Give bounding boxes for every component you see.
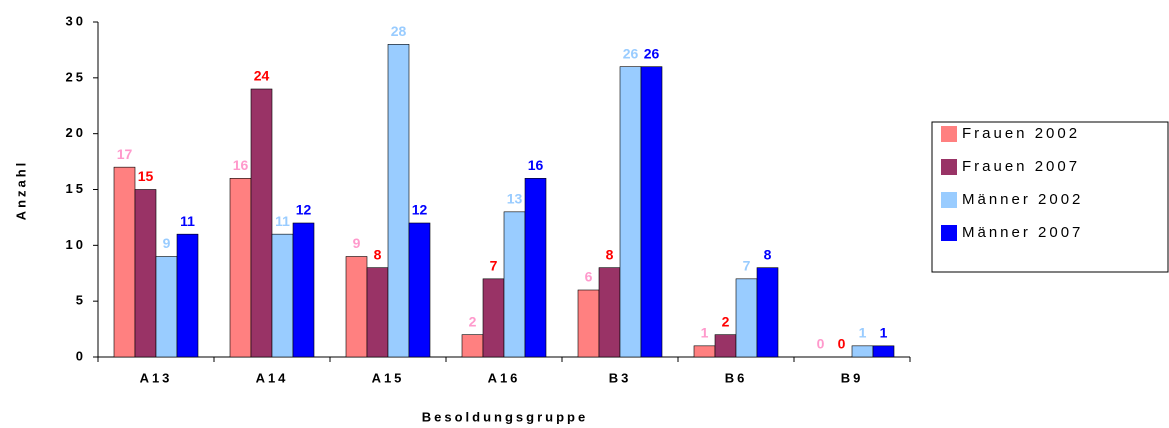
data-label: 12 (412, 202, 428, 218)
legend-label: Männer 2002 (962, 191, 1083, 208)
bar (851, 345, 874, 358)
legend-swatch (941, 192, 957, 208)
y-tick-label: 10 (66, 237, 86, 252)
legend-label: Frauen 2002 (962, 125, 1080, 142)
data-label: 26 (623, 45, 639, 61)
y-tick-label: 30 (66, 13, 86, 28)
bar (113, 166, 136, 358)
data-label: 0 (817, 336, 825, 352)
data-label: 8 (764, 246, 772, 262)
y-tick-label: 0 (76, 348, 86, 363)
data-label: 13 (507, 191, 523, 207)
y-tick-label: 15 (66, 181, 86, 196)
data-label: 16 (233, 157, 249, 173)
bar (872, 345, 895, 358)
x-tick-label: A14 (256, 370, 289, 385)
data-label: 15 (138, 168, 154, 184)
bar (640, 66, 663, 358)
data-label: 2 (722, 313, 730, 329)
data-label: 11 (275, 213, 290, 229)
data-label: 26 (644, 45, 660, 61)
bar (735, 278, 758, 358)
bar (461, 334, 484, 358)
data-label: 24 (254, 68, 270, 84)
legend-label: Frauen 2007 (962, 158, 1080, 175)
bar (577, 289, 600, 358)
bar (250, 88, 273, 358)
data-label: 1 (880, 325, 888, 341)
x-tick-label: B6 (725, 370, 748, 385)
data-label: 16 (528, 157, 544, 173)
bar (756, 267, 779, 358)
x-tick-label: B9 (841, 370, 864, 385)
data-label: 1 (859, 325, 867, 341)
data-label: 17 (117, 146, 133, 162)
bar (619, 66, 642, 358)
legend-swatch (941, 225, 957, 241)
data-label: 9 (163, 235, 171, 251)
x-tick-label: B3 (609, 370, 632, 385)
bar (524, 178, 547, 358)
x-tick-label: A15 (372, 370, 405, 385)
bar (176, 233, 199, 358)
bar (714, 334, 737, 358)
bar (155, 256, 178, 358)
data-label: 9 (353, 235, 361, 251)
data-label: 11 (180, 213, 195, 229)
y-tick-label: 20 (66, 125, 86, 140)
y-tick-label: 25 (66, 69, 86, 84)
data-label: 28 (391, 23, 407, 39)
bar (693, 345, 716, 358)
data-label: 7 (743, 258, 751, 274)
bar (366, 267, 389, 358)
data-label: 2 (469, 313, 477, 329)
legend-label: Männer 2007 (962, 224, 1083, 241)
bar (408, 222, 431, 358)
data-label: 1 (701, 325, 709, 341)
x-axis-title: Besoldungsgruppe (422, 409, 588, 424)
bar (482, 278, 505, 358)
y-tick-label: 5 (76, 293, 86, 308)
bar (134, 189, 157, 358)
x-tick-label: A13 (140, 370, 173, 385)
data-label: 7 (490, 258, 498, 274)
y-axis-title: Anzahl (13, 160, 28, 221)
bar (271, 233, 294, 358)
bar (292, 222, 315, 358)
bar (229, 178, 252, 358)
legend-swatch (941, 126, 957, 142)
data-label: 6 (585, 269, 593, 285)
data-label: 8 (374, 246, 382, 262)
bar (387, 44, 410, 358)
bar (598, 267, 621, 358)
legend-swatch (941, 159, 957, 175)
data-label: 12 (296, 202, 312, 218)
bar (345, 256, 368, 358)
legend-box (931, 121, 1169, 273)
data-label: 8 (606, 246, 614, 262)
x-tick-label: A16 (488, 370, 521, 385)
bar (503, 211, 526, 358)
data-label: 0 (838, 336, 846, 352)
